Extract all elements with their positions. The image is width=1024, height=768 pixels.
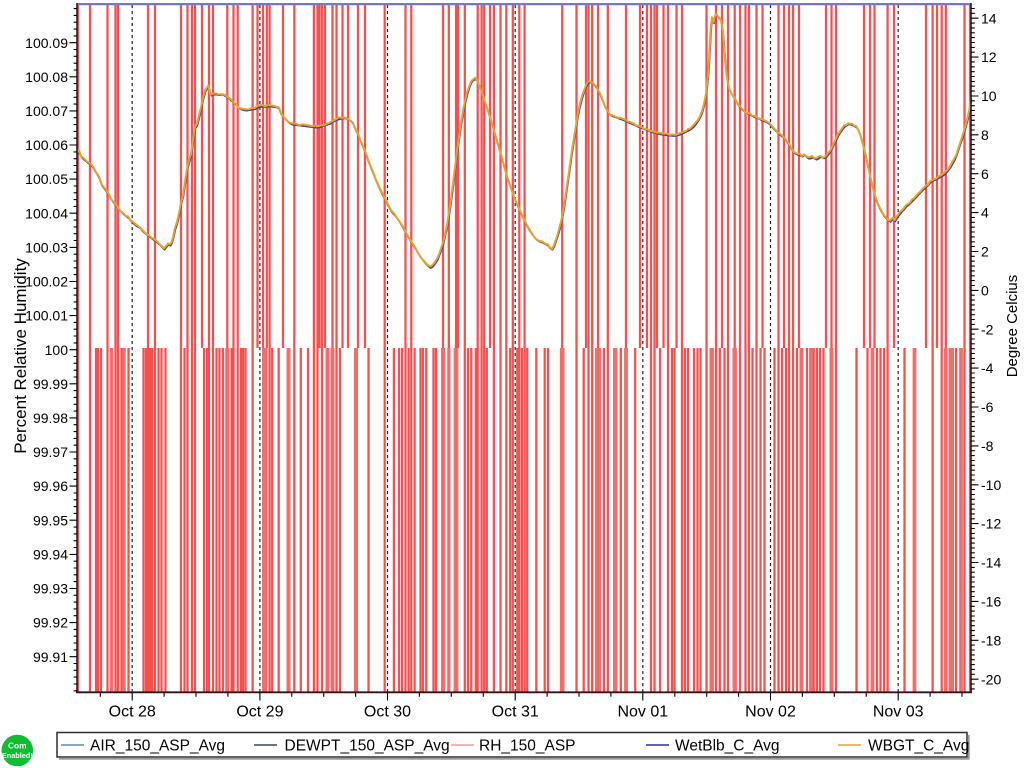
svg-text:Degree Celcius: Degree Celcius <box>1004 275 1021 378</box>
svg-text:6: 6 <box>981 166 989 182</box>
svg-text:Percent Relative Humidity: Percent Relative Humidity <box>11 258 30 454</box>
svg-text:99.99: 99.99 <box>33 376 68 392</box>
svg-text:99.98: 99.98 <box>33 410 68 426</box>
svg-text:-2: -2 <box>981 321 994 337</box>
svg-text:-20: -20 <box>981 671 1001 687</box>
svg-text:AIR_150_ASP_Avg: AIR_150_ASP_Avg <box>90 738 225 755</box>
svg-text:-6: -6 <box>981 399 994 415</box>
svg-text:-12: -12 <box>981 516 1001 532</box>
svg-text:Oct 29: Oct 29 <box>236 704 283 721</box>
svg-text:-14: -14 <box>981 555 1001 571</box>
svg-text:99.91: 99.91 <box>33 649 68 665</box>
svg-text:DEWPT_150_ASP_Avg: DEWPT_150_ASP_Avg <box>285 738 450 755</box>
svg-text:99.95: 99.95 <box>33 512 68 528</box>
svg-text:2: 2 <box>981 244 989 260</box>
svg-text:-16: -16 <box>981 594 1001 610</box>
svg-text:4: 4 <box>981 205 989 221</box>
svg-text:Enabled!: Enabled! <box>2 751 33 760</box>
svg-text:-10: -10 <box>981 477 1001 493</box>
svg-text:RH_150_ASP: RH_150_ASP <box>479 738 576 755</box>
svg-text:Nov 02: Nov 02 <box>745 704 796 721</box>
svg-text:99.93: 99.93 <box>33 581 68 597</box>
svg-text:100: 100 <box>45 342 69 358</box>
svg-text:10: 10 <box>981 88 997 104</box>
svg-text:WBGT_C_Avg: WBGT_C_Avg <box>868 738 969 755</box>
svg-text:Nov 01: Nov 01 <box>617 704 668 721</box>
svg-text:100.01: 100.01 <box>25 308 68 324</box>
svg-text:99.97: 99.97 <box>33 444 68 460</box>
svg-text:-18: -18 <box>981 632 1001 648</box>
svg-text:100.04: 100.04 <box>25 205 68 221</box>
svg-text:99.92: 99.92 <box>33 615 68 631</box>
svg-text:Oct 31: Oct 31 <box>492 704 539 721</box>
svg-text:100.07: 100.07 <box>25 103 68 119</box>
svg-text:100.09: 100.09 <box>25 35 68 51</box>
svg-text:Nov 03: Nov 03 <box>873 704 924 721</box>
svg-text:99.96: 99.96 <box>33 478 68 494</box>
svg-text:100.06: 100.06 <box>25 137 68 153</box>
svg-text:0: 0 <box>981 283 989 299</box>
svg-text:100.03: 100.03 <box>25 240 68 256</box>
svg-text:WetBlb_C_Avg: WetBlb_C_Avg <box>675 738 780 755</box>
svg-text:8: 8 <box>981 127 989 143</box>
svg-text:99.94: 99.94 <box>33 547 68 563</box>
svg-text:-4: -4 <box>981 360 994 376</box>
svg-text:12: 12 <box>981 49 997 65</box>
svg-text:100.02: 100.02 <box>25 274 68 290</box>
svg-text:100.05: 100.05 <box>25 171 68 187</box>
svg-text:Oct 30: Oct 30 <box>364 704 411 721</box>
svg-text:Com: Com <box>8 741 27 751</box>
svg-text:14: 14 <box>981 10 997 26</box>
svg-text:100.08: 100.08 <box>25 69 68 85</box>
svg-text:Oct 28: Oct 28 <box>109 704 156 721</box>
svg-text:-8: -8 <box>981 438 994 454</box>
